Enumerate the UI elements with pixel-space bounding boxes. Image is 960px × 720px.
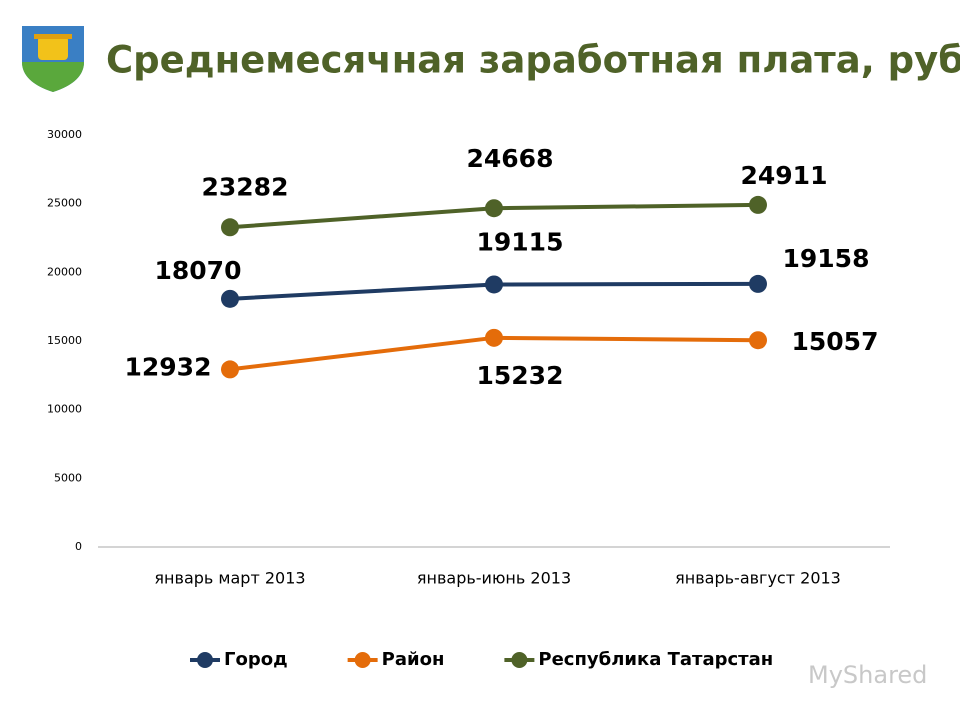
legend-marker [197,652,213,668]
data-label: 19115 [477,227,564,256]
data-label: 24911 [741,161,828,190]
legend-label: Республика Татарстан [538,649,773,670]
y-tick-label: 15000 [47,334,82,347]
data-point [749,274,767,293]
data-label: 15057 [792,327,879,356]
data-point [221,289,239,308]
watermark: MyShared [808,661,927,689]
x-tick-label: январь март 2013 [154,569,305,588]
x-tick-label: январь-август 2013 [675,569,841,588]
data-point [485,328,503,347]
data-label: 12932 [125,352,212,381]
data-point [749,195,767,214]
data-label: 19158 [783,244,870,273]
y-tick-label: 0 [75,540,82,553]
chart-title: Среднемесячная заработная плата, руб. [106,39,960,82]
data-label: 18070 [155,256,242,285]
legend-label: Район [382,649,445,670]
legend-marker [511,652,528,668]
data-label: 24668 [467,144,554,173]
data-point [485,199,503,218]
data-label: 15232 [477,361,564,390]
legend-marker [354,652,371,668]
y-tick-label: 5000 [54,471,82,484]
emblem [22,26,84,92]
data-point [221,360,239,379]
y-tick-label: 10000 [47,403,82,416]
legend-label: Город [224,649,288,670]
data-label: 23282 [202,172,289,201]
data-point [221,218,239,237]
y-tick-label: 25000 [47,197,82,210]
y-tick-label: 30000 [47,128,82,141]
data-point [749,331,767,350]
y-tick-label: 20000 [47,265,82,278]
x-tick-label: январь-июнь 2013 [417,569,571,588]
data-point [485,275,503,294]
